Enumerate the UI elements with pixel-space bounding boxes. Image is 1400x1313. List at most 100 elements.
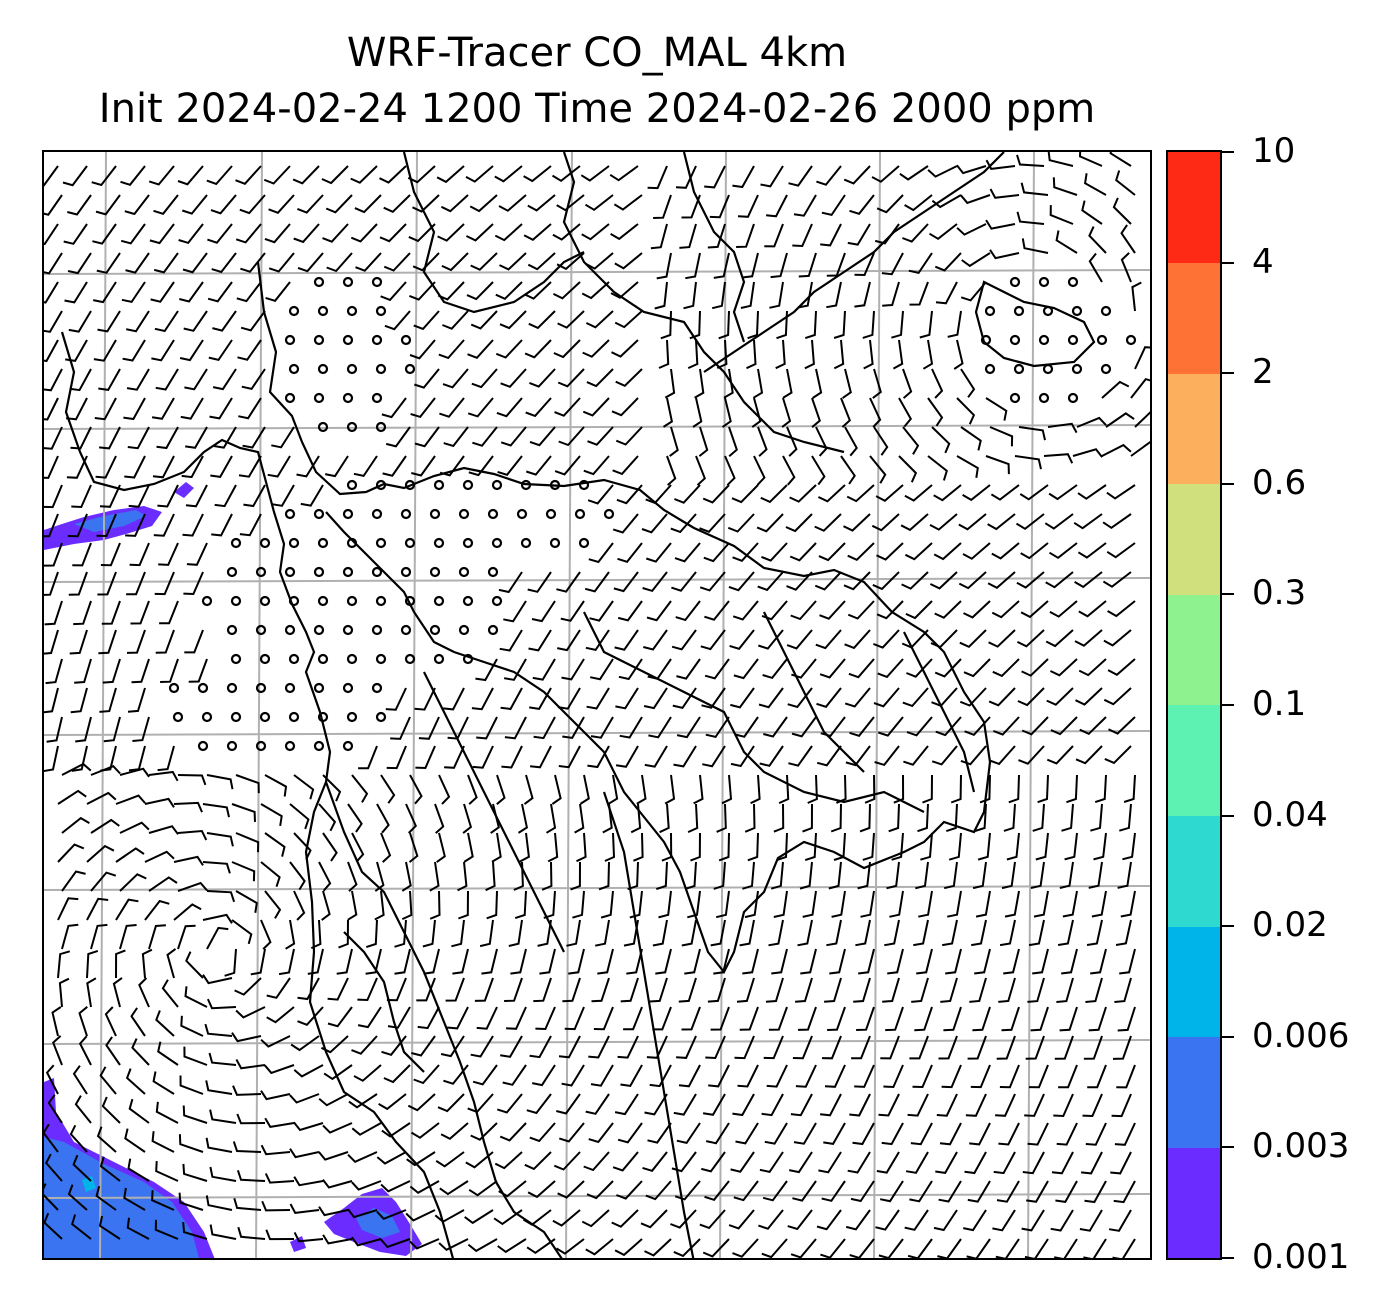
wind-barb: [558, 426, 585, 447]
wind-barb: [557, 310, 585, 329]
wind-barb: [769, 281, 784, 309]
wind-barb: [91, 165, 117, 187]
wind-barb: [71, 745, 88, 772]
wind-barb: [580, 165, 610, 182]
wind-barb: [1019, 484, 1049, 501]
wind-barb: [820, 223, 842, 247]
wind-barb: [374, 861, 385, 892]
wind-barb: [235, 774, 260, 794]
wind-barb: [1116, 1064, 1136, 1089]
calm-marker: [226, 740, 238, 752]
wind-barb: [552, 1209, 581, 1227]
wind-barb: [233, 1198, 262, 1211]
wind-barb: [678, 1064, 701, 1088]
wind-barb: [374, 890, 385, 921]
calm-marker: [342, 392, 354, 404]
wind-barb: [527, 194, 556, 212]
wind-barb: [901, 629, 929, 649]
wind-barb: [318, 1206, 349, 1217]
wind-barb: [789, 542, 817, 562]
wind-barb: [210, 455, 233, 478]
wind-barb: [1043, 453, 1074, 464]
colorbar-segment: [1168, 152, 1220, 264]
wind-barb: [128, 1098, 150, 1124]
wind-barb: [1119, 803, 1132, 832]
wind-barb: [972, 861, 987, 890]
wind-barb: [529, 745, 552, 769]
wind-barb: [437, 281, 465, 301]
wind-barb: [409, 1180, 440, 1195]
wind-barb: [1130, 440, 1150, 457]
title-line-2: Init 2024-02-24 1200 Time 2024-02-26 200…: [98, 86, 1096, 132]
wind-barb: [318, 861, 332, 892]
wind-barb: [1054, 1035, 1074, 1060]
wind-barb: [385, 426, 411, 448]
wind-barb: [636, 774, 647, 805]
wind-barb: [816, 165, 842, 186]
calm-marker: [317, 421, 329, 433]
wind-barb: [1032, 948, 1049, 975]
wind-barb: [491, 832, 502, 863]
wind-barb: [112, 977, 123, 1008]
wind-barb: [93, 339, 117, 362]
calm-marker: [404, 537, 416, 549]
calm-marker: [433, 595, 445, 607]
wind-barb: [844, 629, 871, 650]
wind-barb: [347, 1151, 378, 1163]
wind-barb: [614, 1238, 643, 1257]
wind-barb: [119, 767, 150, 778]
wind-barb: [826, 919, 842, 947]
wind-barb: [351, 1180, 382, 1191]
wind-barb: [734, 716, 759, 738]
wind-barb: [916, 948, 933, 975]
border-south-1: [343, 931, 425, 1073]
wind-barb: [731, 484, 759, 504]
meridian-line: [255, 152, 263, 1258]
wind-barb: [466, 281, 494, 301]
wind-barb: [898, 455, 918, 483]
wind-barb: [119, 821, 150, 834]
calm-marker: [1071, 305, 1083, 317]
wind-barb: [264, 774, 288, 797]
wind-barb: [293, 774, 315, 800]
wind-barb: [347, 890, 358, 921]
calm-marker: [487, 624, 499, 636]
wind-barb: [909, 1035, 929, 1060]
wind-barb: [902, 687, 929, 708]
wind-barb: [148, 876, 178, 892]
wind-barb: [597, 948, 614, 975]
wind-barb: [1062, 890, 1078, 918]
wind-barb: [564, 1006, 585, 1031]
wind-barb: [179, 339, 204, 362]
calm-marker: [313, 276, 325, 288]
wind-barb: [727, 513, 755, 533]
wind-barb: [676, 658, 701, 680]
wind-barb: [1046, 687, 1074, 706]
wind-barb: [611, 1209, 639, 1228]
wind-barb: [93, 281, 117, 304]
wind-barb: [436, 165, 465, 184]
wind-barb: [728, 1209, 755, 1230]
wind-barb: [590, 716, 614, 739]
calm-marker: [288, 305, 300, 317]
wind-barb: [644, 745, 668, 768]
colorbar-segment: [1168, 1147, 1220, 1259]
calm-marker: [230, 537, 242, 549]
wind-barb: [409, 1238, 440, 1250]
wind-barb: [681, 919, 697, 947]
wind-barb: [44, 484, 63, 509]
wind-barb: [812, 368, 823, 399]
wind-barb: [271, 484, 295, 507]
calm-marker: [317, 653, 329, 665]
wind-barb: [418, 716, 440, 740]
wind-barb: [856, 1006, 875, 1031]
wind-barb: [300, 484, 324, 507]
wind-barb: [231, 1032, 262, 1043]
wind-barb: [125, 252, 150, 274]
wind-barb: [158, 542, 179, 566]
wind-barb: [101, 1096, 121, 1124]
wind-barb: [843, 165, 871, 185]
wind-barb: [675, 600, 701, 622]
wind-barb: [1049, 600, 1078, 618]
wind-barb: [971, 919, 987, 947]
